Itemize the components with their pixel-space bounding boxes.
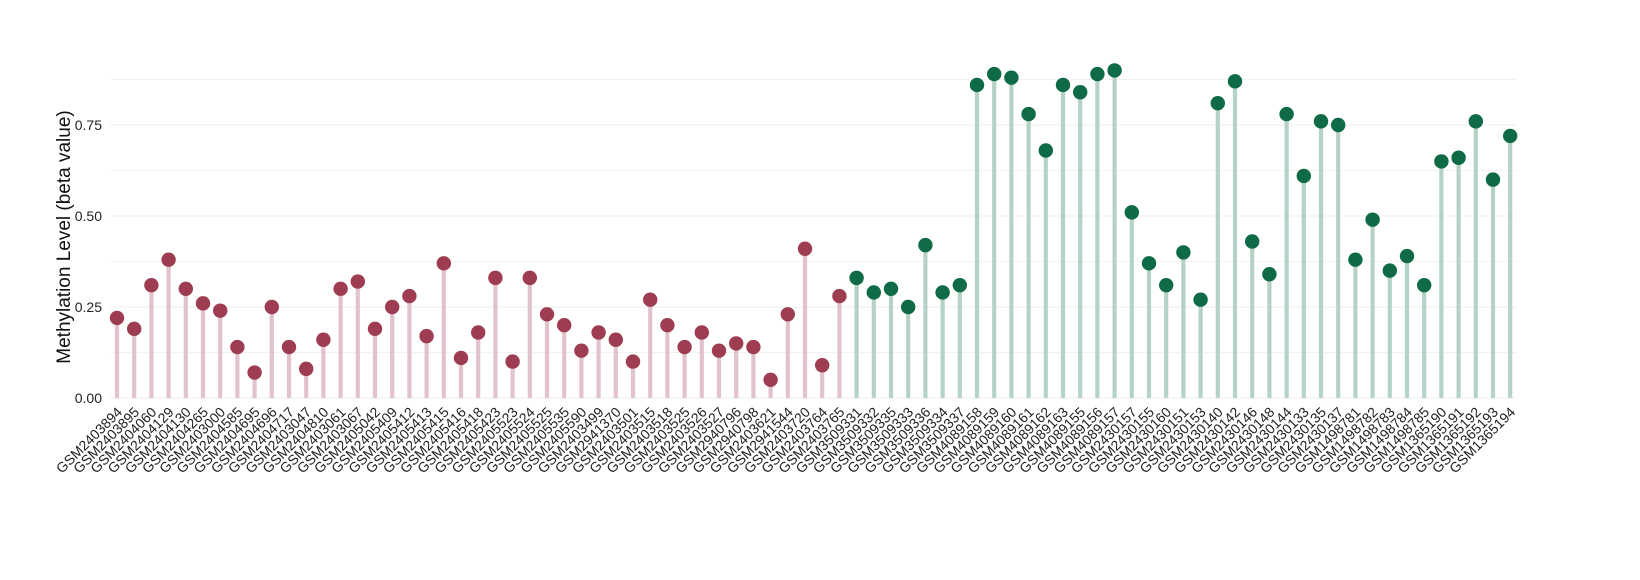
data-point[interactable] bbox=[660, 318, 675, 333]
data-point[interactable] bbox=[161, 252, 176, 267]
y-axis-ticks: 0.00 0.25 0.50 0.75 bbox=[75, 117, 102, 406]
data-point[interactable] bbox=[539, 307, 555, 322]
data-point[interactable] bbox=[694, 325, 709, 340]
y-tick-label: 0.50 bbox=[75, 208, 102, 224]
data-point[interactable] bbox=[1090, 66, 1105, 82]
data-point[interactable] bbox=[522, 270, 537, 286]
data-point[interactable] bbox=[333, 281, 348, 296]
data-point[interactable] bbox=[213, 303, 228, 318]
data-point[interactable] bbox=[677, 339, 692, 355]
data-point[interactable] bbox=[144, 277, 159, 293]
data-point[interactable] bbox=[1004, 70, 1019, 85]
data-point[interactable] bbox=[127, 321, 142, 337]
data-point[interactable] bbox=[436, 256, 451, 271]
data-point[interactable] bbox=[1141, 256, 1157, 271]
data-point[interactable] bbox=[1262, 267, 1277, 282]
data-point[interactable] bbox=[746, 339, 761, 355]
data-point[interactable] bbox=[815, 358, 830, 373]
data-point[interactable] bbox=[350, 274, 365, 289]
y-tick-label: 0.00 bbox=[75, 390, 102, 406]
data-point[interactable] bbox=[264, 299, 279, 315]
data-point[interactable] bbox=[1021, 106, 1036, 122]
data-point[interactable] bbox=[1038, 143, 1054, 158]
data-point[interactable] bbox=[797, 241, 813, 256]
data-point[interactable] bbox=[591, 325, 606, 340]
data-point[interactable] bbox=[402, 288, 417, 304]
data-point[interactable] bbox=[505, 354, 520, 369]
data-point[interactable] bbox=[1210, 95, 1226, 111]
x-axis-ticks: GSM2403894GSM2403895GSM2404060GSM2404129… bbox=[53, 404, 1519, 477]
data-point[interactable] bbox=[1227, 74, 1243, 89]
data-point[interactable] bbox=[987, 66, 1002, 82]
grid-lines bbox=[110, 79, 1516, 399]
data-point[interactable] bbox=[230, 339, 245, 355]
data-point[interactable] bbox=[780, 307, 795, 322]
data-point[interactable] bbox=[901, 299, 916, 315]
data-point[interactable] bbox=[1073, 85, 1088, 100]
data-point[interactable] bbox=[1193, 292, 1208, 307]
data-point[interactable] bbox=[1176, 245, 1191, 260]
data-point[interactable] bbox=[195, 296, 211, 311]
data-point[interactable] bbox=[1503, 128, 1518, 144]
data-point[interactable] bbox=[1245, 234, 1260, 249]
data-point[interactable] bbox=[178, 281, 193, 296]
data-point[interactable] bbox=[1055, 77, 1071, 93]
y-tick-label: 0.75 bbox=[75, 117, 102, 133]
data-point[interactable] bbox=[1313, 114, 1329, 129]
data-point[interactable] bbox=[969, 77, 985, 93]
data-point[interactable] bbox=[453, 350, 469, 366]
data-point[interactable] bbox=[557, 318, 572, 333]
data-point[interactable] bbox=[1365, 212, 1380, 227]
data-point[interactable] bbox=[1107, 63, 1122, 78]
data-point[interactable] bbox=[488, 270, 503, 286]
data-point[interactable] bbox=[643, 292, 658, 307]
data-point[interactable] bbox=[883, 281, 899, 296]
lollipop-stems bbox=[114, 70, 1513, 398]
data-point[interactable] bbox=[1382, 263, 1398, 278]
y-axis-title: Methylation Level (beta value) bbox=[54, 110, 75, 363]
data-point[interactable] bbox=[316, 332, 331, 347]
data-point[interactable] bbox=[247, 365, 262, 380]
data-point[interactable] bbox=[918, 237, 933, 253]
data-point[interactable] bbox=[109, 310, 125, 326]
data-point[interactable] bbox=[1451, 150, 1466, 165]
data-point[interactable] bbox=[1159, 277, 1174, 293]
data-point[interactable] bbox=[299, 361, 314, 377]
data-point[interactable] bbox=[1124, 205, 1140, 220]
data-point[interactable] bbox=[729, 336, 744, 351]
data-point[interactable] bbox=[574, 343, 589, 358]
data-point[interactable] bbox=[935, 285, 950, 300]
data-point[interactable] bbox=[849, 270, 864, 286]
data-point[interactable] bbox=[625, 354, 641, 369]
data-point[interactable] bbox=[385, 299, 400, 315]
data-point[interactable] bbox=[1485, 172, 1501, 187]
data-point[interactable] bbox=[471, 325, 486, 340]
lollipop-points bbox=[109, 63, 1518, 387]
data-point[interactable] bbox=[1331, 117, 1346, 133]
data-point[interactable] bbox=[711, 343, 727, 358]
data-point[interactable] bbox=[866, 285, 881, 300]
data-point[interactable] bbox=[1434, 154, 1449, 169]
data-point[interactable] bbox=[419, 328, 434, 344]
data-point[interactable] bbox=[763, 372, 778, 387]
data-point[interactable] bbox=[1296, 168, 1312, 184]
y-tick-label: 0.25 bbox=[75, 299, 102, 315]
data-point[interactable] bbox=[367, 321, 383, 337]
data-point[interactable] bbox=[281, 339, 297, 355]
data-point[interactable] bbox=[952, 277, 967, 293]
data-point[interactable] bbox=[608, 332, 623, 347]
data-point[interactable] bbox=[1417, 277, 1432, 293]
data-point[interactable] bbox=[1399, 248, 1415, 264]
data-point[interactable] bbox=[832, 288, 847, 304]
data-point[interactable] bbox=[1279, 106, 1294, 122]
data-point[interactable] bbox=[1468, 114, 1484, 129]
data-point[interactable] bbox=[1348, 252, 1363, 267]
